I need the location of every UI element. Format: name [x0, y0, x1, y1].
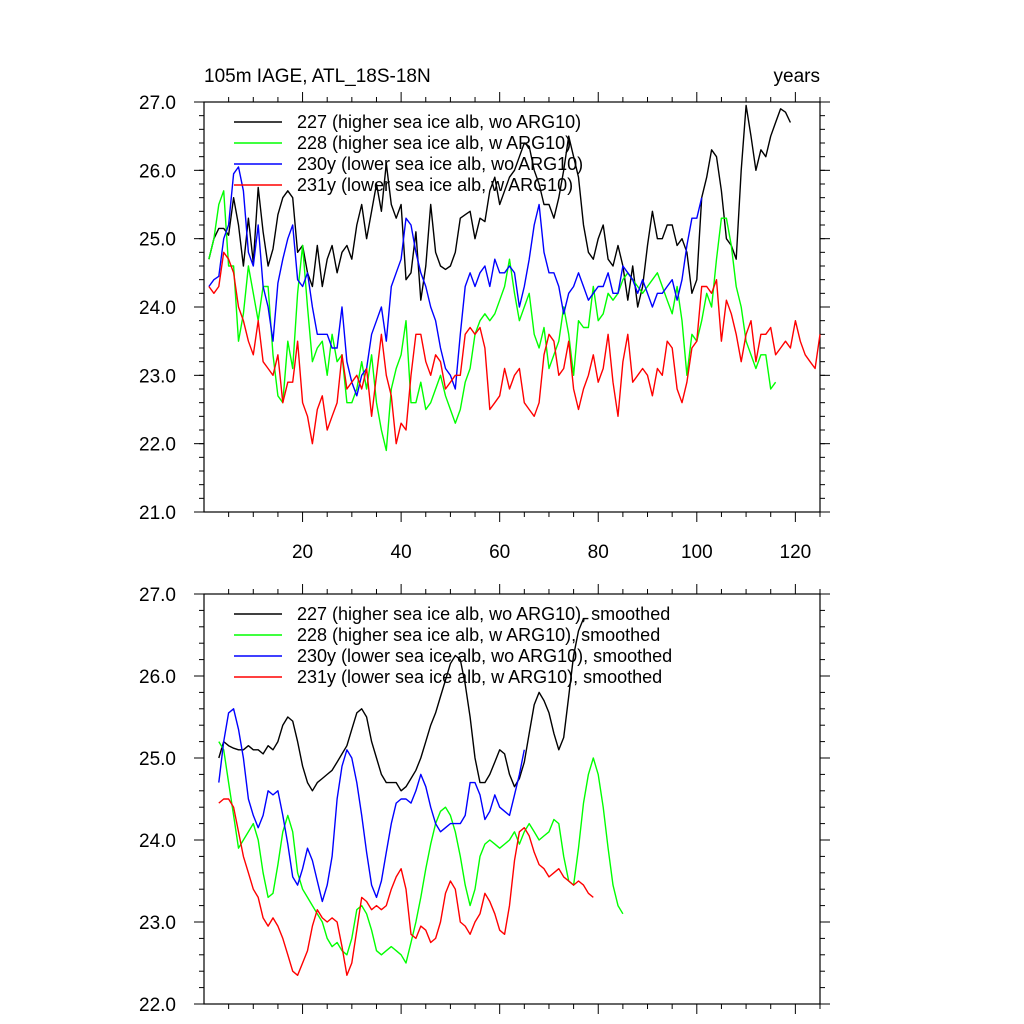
legend-label: 227 (higher sea ice alb, wo ARG10), smoo… — [297, 604, 670, 624]
y-tick-label: 24.0 — [139, 298, 176, 319]
y-tick-label: 22.0 — [139, 995, 176, 1016]
axes: 22.0 23.0 24.0 25.0 26.0 27.0 — [139, 584, 830, 1016]
series-line-4 — [208, 251, 821, 445]
chart-title: 105m IAGE, ATL_18S-18N — [204, 66, 431, 87]
y-tick-label: 23.0 — [139, 913, 176, 934]
plot-frame — [203, 593, 821, 1005]
series-line-1 — [218, 617, 589, 792]
axes: 21.0 22.0 23.0 24.0 25.0 26.0 27.0 20 40 60 80 100 1… — [139, 92, 830, 563]
series-line-3 — [208, 166, 703, 397]
series-line-2 — [218, 741, 624, 964]
x-tick-label: 120 — [780, 542, 812, 563]
legend-label: 231y (lower sea ice alb, w ARG10) — [297, 175, 573, 195]
series-lines — [208, 104, 821, 452]
series-line-1 — [208, 104, 792, 308]
x-tick-label: 80 — [588, 542, 609, 563]
legend-label: 227 (higher sea ice alb, wo ARG10) — [297, 112, 581, 132]
legend-label: 231y (lower sea ice alb, w ARG10), smoot… — [297, 667, 662, 687]
y-tick-label: 27.0 — [139, 585, 176, 606]
y-tick-label: 26.0 — [139, 667, 176, 688]
x-tick-label: 40 — [391, 542, 412, 563]
y-tick-label: 25.0 — [139, 230, 176, 251]
top-panel: 105m IAGE, ATL_18S-18N years 21.0 22.0 23.… — [139, 66, 830, 563]
bottom-panel: 22.0 23.0 24.0 25.0 26.0 27.0 227 (higher sea… — [139, 584, 830, 1016]
y-tick-label: 26.0 — [139, 161, 176, 182]
y-tick-label: 22.0 — [139, 435, 176, 456]
x-tick-label: 60 — [489, 542, 510, 563]
y-tick-label: 25.0 — [139, 749, 176, 770]
series-line-3 — [218, 708, 525, 903]
series-line-2 — [208, 190, 777, 452]
x-tick-label: 20 — [292, 542, 313, 563]
y-tick-label: 24.0 — [139, 831, 176, 852]
chart-units-label: years — [774, 66, 820, 87]
legend-label: 228 (higher sea ice alb, w ARG10), smoot… — [297, 625, 660, 645]
legend: 227 (higher sea ice alb, wo ARG10)228 (h… — [234, 112, 583, 195]
legend-label: 230y (lower sea ice alb, wo ARG10), smoo… — [297, 646, 672, 666]
y-tick-label: 21.0 — [139, 503, 176, 524]
series-lines — [218, 617, 624, 976]
y-tick-label: 27.0 — [139, 93, 176, 114]
legend-label: 228 (higher sea ice alb, w ARG10) — [297, 133, 571, 153]
y-tick-label: 23.0 — [139, 366, 176, 387]
x-tick-label: 100 — [681, 542, 713, 563]
series-line-4 — [218, 798, 594, 976]
legend: 227 (higher sea ice alb, wo ARG10), smoo… — [234, 604, 672, 687]
legend-label: 230y (lower sea ice alb, wo ARG10) — [297, 154, 583, 174]
